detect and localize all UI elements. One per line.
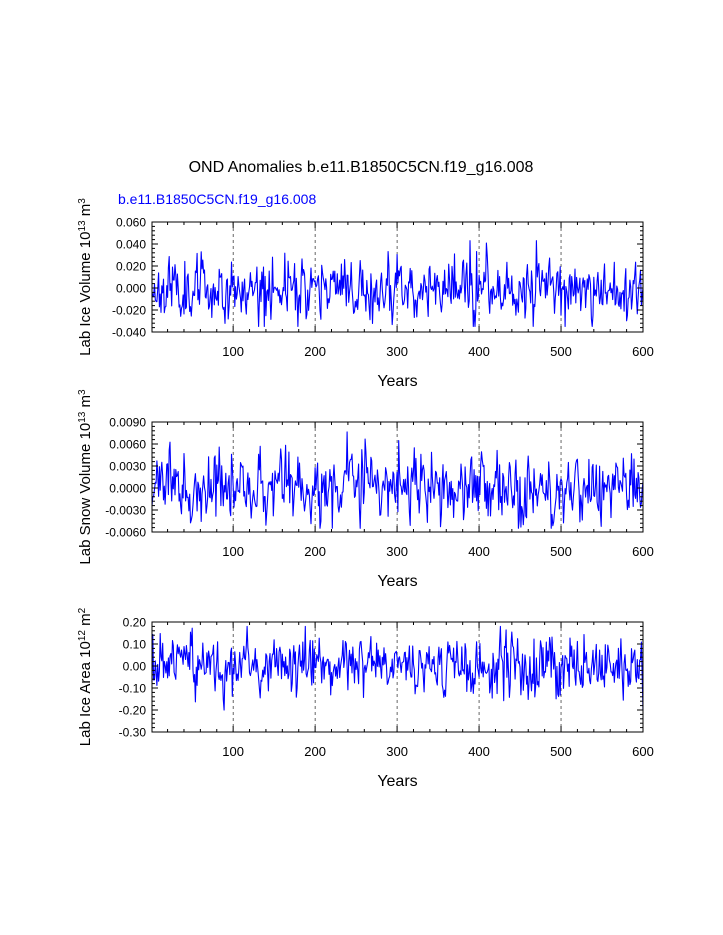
x-tick-label: 600 [632, 344, 654, 359]
y-tick-label: 0.060 [116, 216, 146, 230]
y-tick-label: 0.10 [123, 638, 147, 652]
y-axis-label-unit: m [77, 613, 94, 630]
y-tick-label: 0.0060 [109, 438, 146, 452]
y-axis-label-exponent: 13 [77, 220, 88, 232]
y-tick-label: -0.10 [119, 682, 147, 696]
x-tick-label: 200 [304, 744, 326, 759]
x-tick-label: 500 [550, 544, 572, 559]
y-axis-label-exponent: 12 [77, 630, 88, 642]
y-axis-label-unit-exponent: 3 [77, 389, 88, 395]
x-tick-label: 200 [304, 344, 326, 359]
y-tick-label: -0.0060 [105, 526, 146, 540]
y-tick-label: 0.0030 [109, 460, 146, 474]
x-tick-label: 300 [386, 344, 408, 359]
series-line [151, 240, 644, 328]
y-tick-label: -0.30 [119, 726, 147, 740]
case-label: b.e11.B1850C5CN.f19_g16.008 [118, 191, 316, 207]
x-tick-label: 500 [550, 344, 572, 359]
panel-lab-snow-volume: 100 200 300 400 500 600 -0.0060 -0.0030 0.0000 0.… [77, 389, 654, 590]
y-axis-label-exponent: 13 [77, 411, 88, 423]
y-tick-label: 0.020 [116, 260, 146, 274]
x-axis-label: Years [377, 773, 417, 790]
y-tick-label: -0.040 [112, 326, 146, 340]
x-tick-label: 600 [632, 544, 654, 559]
x-axis-label: Years [377, 573, 417, 590]
y-tick-label: 0.20 [123, 616, 147, 630]
panel-lab-ice-area: 100 200 300 400 500 600 -0.30 -0.20 -0.10 0.00 0.1… [77, 607, 654, 790]
y-axis-label-main: Lab Ice Area 10 [77, 641, 94, 746]
y-tick-label: 0.0090 [109, 416, 146, 430]
y-tick-label: 0.0000 [109, 482, 146, 496]
x-tick-label: 400 [468, 344, 490, 359]
y-axis-label-unit-exponent: 2 [77, 607, 88, 613]
y-axis-label: Lab Ice Volume 1013 m3 [77, 198, 95, 356]
y-tick-label: 0.040 [116, 238, 146, 252]
x-tick-label: 300 [386, 744, 408, 759]
x-tick-label: 300 [386, 544, 408, 559]
y-axis-label-main: Lab Snow Volume 10 [77, 423, 94, 565]
x-tick-label: 600 [632, 744, 654, 759]
panel-lab-ice-volume: 100 200 300 400 500 600 -0.040 -0.020 0.000 0.020… [77, 198, 654, 390]
panels: 100 200 300 400 500 600 -0.040 -0.020 0.000 0.020… [77, 198, 654, 790]
y-axis-label-unit: m [77, 204, 94, 221]
x-tick-label: 100 [222, 744, 244, 759]
y-tick-label: -0.0030 [105, 504, 146, 518]
y-axis-label: Lab Ice Area 1012 m2 [77, 607, 95, 746]
y-tick-label: 0.000 [116, 282, 146, 296]
y-axis-label: Lab Snow Volume 1013 m3 [77, 389, 95, 565]
y-tick-label: 0.00 [123, 660, 147, 674]
x-tick-label: 500 [550, 744, 572, 759]
y-tick-label: -0.020 [112, 304, 146, 318]
x-axis-label: Years [377, 373, 417, 390]
x-tick-label: 400 [468, 544, 490, 559]
x-tick-label: 100 [222, 344, 244, 359]
x-tick-label: 200 [304, 544, 326, 559]
y-axis-label-unit-exponent: 3 [77, 198, 88, 204]
figure-title: OND Anomalies b.e11.B1850C5CN.f19_g16.00… [189, 159, 534, 176]
y-tick-label: -0.20 [119, 704, 147, 718]
series-line [151, 431, 644, 529]
series-line [151, 625, 644, 711]
y-axis-label-main: Lab Ice Volume 10 [77, 232, 94, 356]
y-axis-label-unit: m [77, 395, 94, 412]
x-tick-label: 100 [222, 544, 244, 559]
x-tick-label: 400 [468, 744, 490, 759]
